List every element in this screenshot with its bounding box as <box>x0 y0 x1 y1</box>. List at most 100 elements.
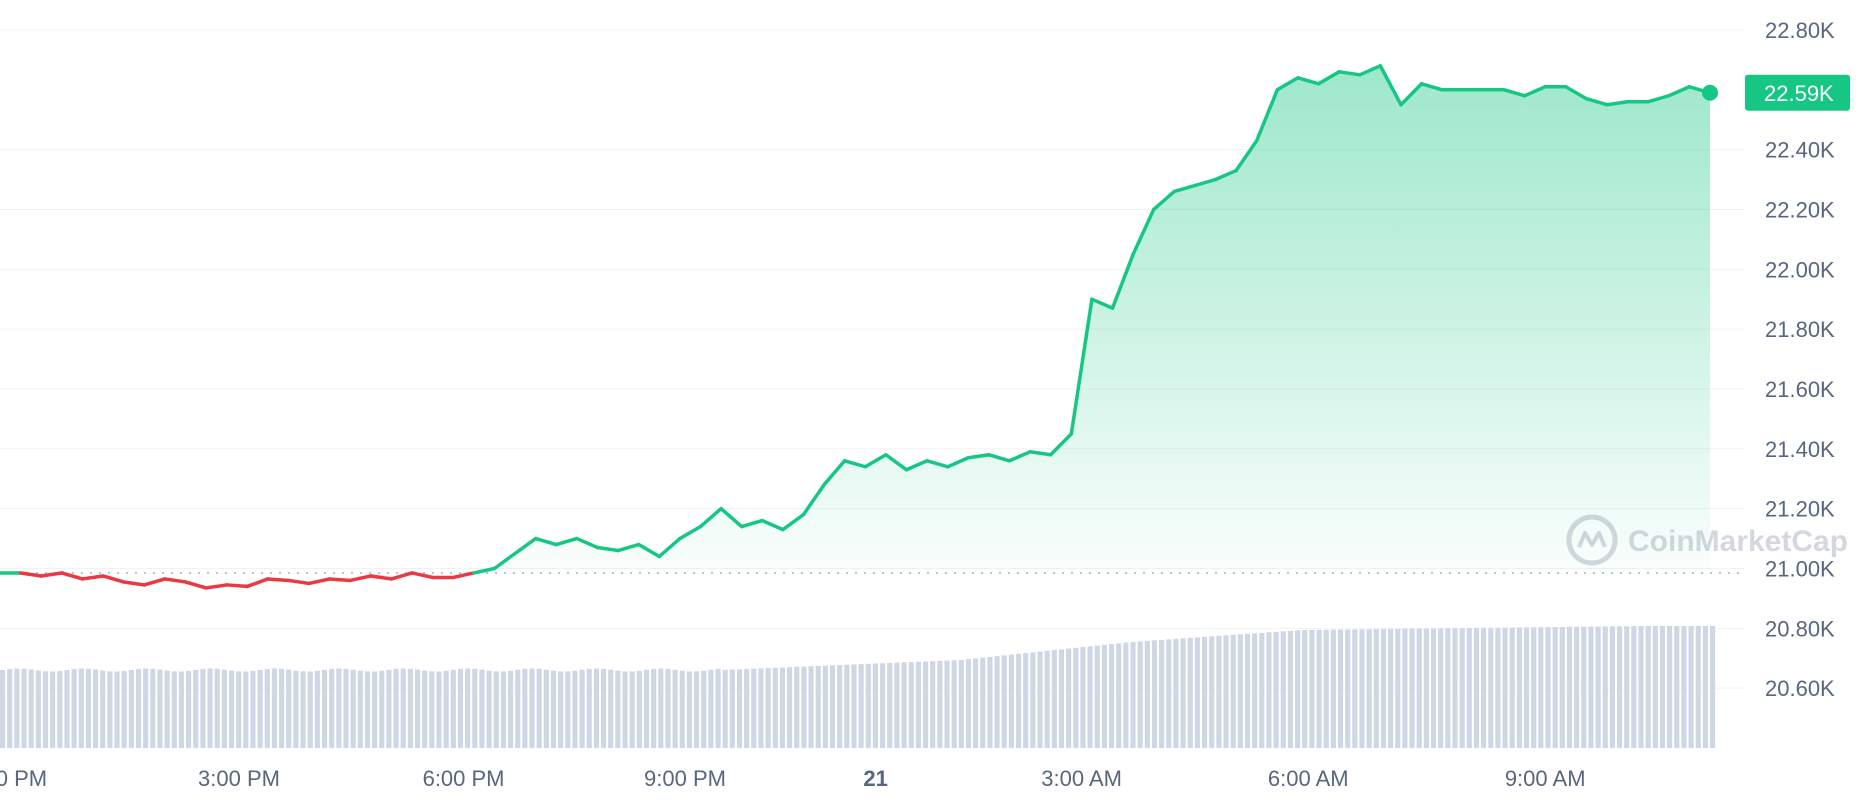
price-line-segment <box>575 536 600 550</box>
volume-bar <box>536 668 542 748</box>
volume-bar <box>915 661 921 748</box>
volume-bar <box>1588 626 1594 748</box>
volume-bar <box>1659 626 1666 748</box>
price-line <box>0 64 1712 590</box>
current-price-label: 22.59K <box>1764 81 1834 106</box>
volume-bar <box>207 668 213 748</box>
price-line-segment <box>657 536 682 559</box>
volume-bar <box>1123 642 1129 748</box>
volume-bar <box>114 671 120 748</box>
y-axis: 22.80K 22.40K 22.20K 22.00K 21.80K 21.60K 21.4… <box>1765 18 1835 701</box>
volume-bar <box>758 668 764 748</box>
volume-bar <box>1459 628 1465 748</box>
volume-bar <box>701 670 707 748</box>
volume-bar <box>93 669 99 748</box>
volume-bar <box>615 670 621 748</box>
volume-bar <box>1645 626 1651 748</box>
volume-bar <box>1624 626 1630 748</box>
price-line-segment <box>1378 64 1403 107</box>
volume-bar <box>694 671 700 748</box>
volume-bar <box>1359 629 1365 748</box>
x-tick-label: 3:00 AM <box>1041 766 1122 791</box>
volume-bar <box>450 669 456 748</box>
x-tick-label: 9:00 AM <box>1505 766 1586 791</box>
volume-bar <box>314 670 320 748</box>
volume-bar <box>422 670 428 748</box>
price-line-segment <box>1419 82 1444 92</box>
volume-bar <box>1595 626 1601 748</box>
price-line-segment <box>1234 138 1259 173</box>
volume-bar <box>1495 627 1501 748</box>
price-line-segment <box>616 542 641 553</box>
volume-bar <box>350 669 356 748</box>
volume-bar <box>558 671 564 748</box>
volume-bar <box>307 671 313 748</box>
volume-bar <box>1552 627 1558 748</box>
volume-bar <box>643 669 650 748</box>
volume-bar <box>1380 629 1387 748</box>
price-line-segment <box>183 580 208 590</box>
volume-bar <box>1430 628 1437 748</box>
volume-bar <box>193 669 199 748</box>
price-line-segment <box>224 583 249 589</box>
x-tick-label: 9:00 PM <box>644 766 726 791</box>
price-line-segment <box>595 545 620 553</box>
volume-bar <box>414 669 421 748</box>
volume-bar <box>1273 631 1279 748</box>
price-line-segment <box>1213 168 1238 182</box>
volume-bar <box>973 658 979 748</box>
volume-bar <box>1044 650 1050 748</box>
volume-bar <box>722 669 728 748</box>
price-line-segment <box>863 453 888 469</box>
current-price-badge: 22.59K <box>1745 74 1850 111</box>
volume-bar <box>1137 641 1143 748</box>
volume-bar <box>1402 628 1408 748</box>
volume-bar <box>1073 647 1079 748</box>
volume-bar <box>801 666 807 748</box>
volume-bar <box>264 668 270 748</box>
volume-bar <box>787 667 793 748</box>
volume-bar <box>679 670 685 748</box>
volume-bar <box>529 668 535 748</box>
price-line-segment <box>945 456 971 469</box>
y-tick-label: 21.80K <box>1765 317 1835 342</box>
volume-bar <box>1058 649 1065 748</box>
volume-bar <box>1502 627 1508 748</box>
volume-bar <box>1409 628 1415 748</box>
price-line-segment <box>286 578 311 586</box>
volume-bar <box>1538 627 1544 748</box>
volume-bar <box>586 668 592 748</box>
price-line-segment <box>1296 76 1321 86</box>
volume-bar <box>593 668 599 748</box>
volume-bar <box>178 671 184 748</box>
volume-bar <box>515 669 521 748</box>
volume-bar <box>1616 626 1623 748</box>
price-line-segment <box>389 571 414 581</box>
price-line-segment <box>987 453 1012 463</box>
volume-bar <box>271 668 278 748</box>
price-line-segment <box>1337 70 1362 77</box>
volume-bar <box>14 668 20 748</box>
price-line-segment <box>327 577 352 583</box>
volume-bar <box>1252 633 1258 748</box>
volume-bar <box>457 668 464 748</box>
price-line-segment <box>842 459 868 469</box>
volume-bar <box>1166 639 1172 748</box>
volume-bar <box>128 669 134 748</box>
volume-bar <box>1151 640 1158 748</box>
volume-bar <box>386 669 392 748</box>
volume-bar <box>1216 635 1222 748</box>
volume-bar <box>279 668 285 748</box>
volume-bar <box>572 670 578 748</box>
volume-bar <box>164 670 170 748</box>
volume-bar <box>286 669 292 748</box>
price-line-segment <box>781 512 806 532</box>
volume-bar <box>1388 628 1394 748</box>
volume-bar <box>221 669 227 748</box>
volume-bar <box>1237 634 1243 748</box>
price-line-segment <box>904 459 929 472</box>
volume-bar <box>329 668 335 748</box>
volume-bar <box>1259 632 1265 748</box>
price-line-segment <box>1193 177 1218 188</box>
